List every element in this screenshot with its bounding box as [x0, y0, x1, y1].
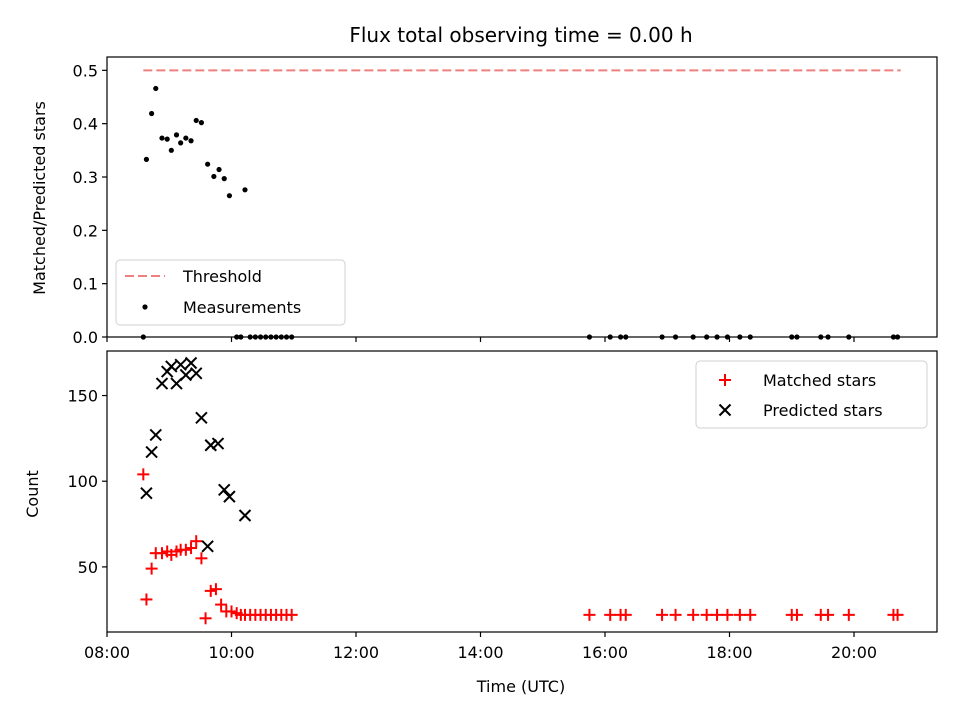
top-y-tick-label: 0.2 [73, 221, 98, 240]
predicted-star-point [179, 368, 193, 382]
x-tick-label: 16:00 [582, 643, 628, 662]
measurement-point [205, 161, 211, 167]
measurement-point [143, 156, 150, 162]
top-y-tick-label: 0.5 [73, 61, 98, 80]
predicted-star-point [149, 428, 162, 442]
predicted-star-point [190, 367, 203, 380]
matched-star-point [179, 543, 192, 556]
measurement-point [193, 117, 199, 124]
legend-predicted-swatch [718, 403, 732, 417]
matched-star-point [604, 608, 617, 621]
matched-star-point [700, 608, 713, 621]
bottom-legend: Matched stars Predicted stars [695, 360, 928, 429]
legend-threshold-label: Threshold [182, 267, 262, 286]
matched-star-point [140, 593, 153, 606]
matched-star-point [790, 608, 803, 621]
measurement-point [221, 176, 227, 182]
top-plot-frame [106, 56, 938, 338]
predicted-star-point [218, 483, 231, 496]
predicted-star-point [155, 377, 169, 390]
matched-star-point [891, 608, 904, 621]
predicted-star-point [165, 360, 178, 373]
x-tick-label: 12:00 [333, 643, 379, 662]
bottom-plot-panel: 50 100 150 08:00 10:00 12:00 14:00 16:00 18:00 20… [67, 350, 938, 662]
legend-predicted-label: Predicted stars [763, 401, 883, 420]
matched-star-point [199, 612, 212, 625]
matched-star-point [711, 608, 724, 621]
measurement-point [211, 173, 217, 180]
matched-star-point [215, 598, 228, 611]
measurement-point [173, 132, 180, 138]
top-y-tick-label: 0.4 [73, 115, 98, 134]
measurement-point [159, 135, 165, 141]
measurement-point [153, 85, 159, 92]
matched-star-point [190, 535, 203, 548]
legend-measurements-label: Measurements [183, 298, 301, 317]
bottom-plot-frame [106, 350, 938, 633]
legend-matched-label: Matched stars [763, 371, 876, 390]
matched-star-point [204, 584, 217, 597]
predicted-star-point [211, 437, 225, 450]
x-tick-label: 08:00 [84, 643, 130, 662]
top-y-tick-label: 0.0 [73, 328, 98, 347]
top-legend: Threshold Measurements [115, 259, 346, 326]
predicted-star-point [184, 356, 198, 370]
matched-star-point [185, 542, 198, 555]
x-tick-label: 10:00 [208, 643, 254, 662]
top-chart-title: Flux total observing time = 0.00 h [349, 23, 692, 47]
measurement-point [188, 138, 194, 144]
matched-star-point [195, 552, 208, 565]
x-tick-label: 20:00 [831, 643, 877, 662]
predicted-star-point [140, 487, 153, 500]
measurement-point [178, 140, 184, 146]
top-y-tick-label: 0.1 [73, 275, 98, 294]
bottom-y-tick-label: 100 [67, 472, 98, 491]
top-y-tick-label: 0.3 [73, 168, 98, 187]
matched-star-point [583, 608, 596, 621]
predicted-star-point [204, 439, 217, 452]
top-plot-panel: 0.0 0.1 0.2 0.3 0.4 0.5 Threshold Measurements [73, 56, 938, 347]
measurement-point [168, 147, 174, 153]
x-tick-label: 14:00 [457, 643, 503, 662]
measurement-point [242, 187, 248, 193]
top-legend-box [115, 259, 346, 326]
legend-matched-swatch [719, 374, 731, 386]
measurement-point [226, 193, 233, 199]
predicted-star-point [145, 445, 158, 459]
matched-star-point [209, 583, 222, 596]
predicted-star-point [223, 490, 236, 503]
measurement-point [183, 135, 189, 141]
measurement-point [216, 166, 222, 173]
top-y-axis-label: Matched/Predicted stars [30, 101, 49, 295]
measurement-point [164, 136, 170, 142]
legend-measurements-swatch [142, 304, 148, 310]
matched-star-point [669, 608, 682, 621]
matched-star-point [842, 608, 855, 621]
matched-star-point [733, 608, 746, 621]
matched-star-point [137, 468, 150, 481]
bottom-legend-box [695, 360, 928, 429]
bottom-y-axis-label: Count [23, 470, 42, 518]
matched-star-point [225, 605, 238, 618]
bottom-y-tick-label: 150 [67, 387, 98, 406]
matched-star-point [687, 608, 700, 621]
predicted-star-point [195, 411, 208, 425]
matched-star-point [155, 547, 168, 560]
matched-star-point [721, 608, 734, 621]
matched-star-point [822, 608, 835, 621]
measurement-point [149, 110, 155, 117]
predicted-star-point [238, 509, 252, 522]
x-tick-label: 18:00 [706, 643, 752, 662]
measurement-point [198, 120, 205, 126]
predicted-star-point [201, 540, 214, 553]
matched-star-point [285, 608, 298, 621]
matched-star-point [656, 608, 669, 621]
matched-star-point [744, 608, 757, 621]
predicted-star-point [174, 358, 187, 371]
bottom-y-tick-label: 50 [78, 558, 98, 577]
matched-star-point [619, 608, 632, 621]
matched-star-point [145, 562, 158, 575]
x-axis-label: Time (UTC) [476, 677, 565, 696]
